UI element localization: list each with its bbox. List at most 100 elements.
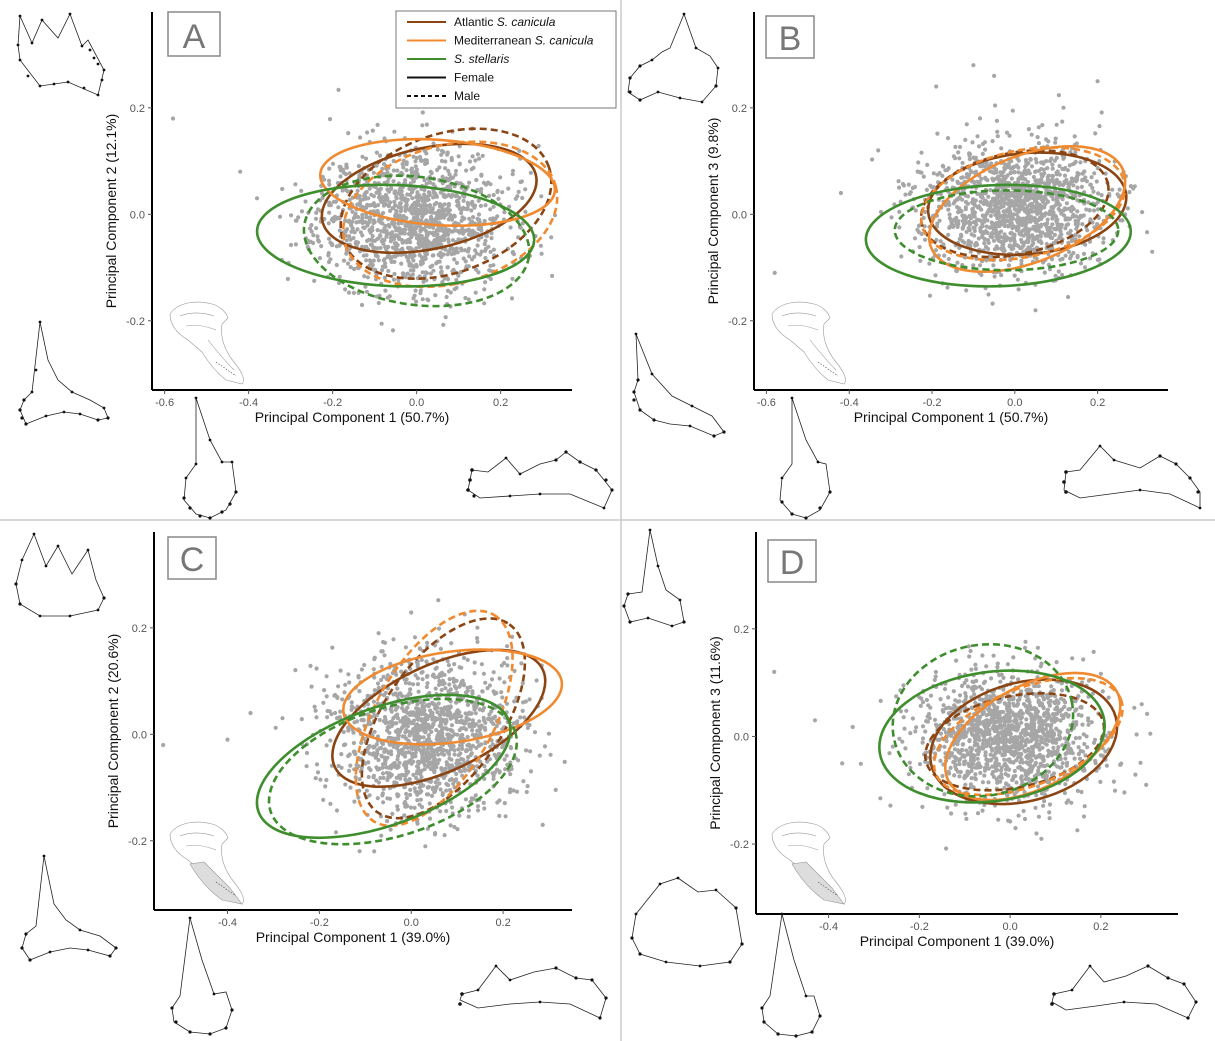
scatter-point [467,254,472,259]
scatter-point [1036,141,1041,146]
scatter-point [441,238,446,243]
scatter-point [375,701,380,706]
scatter-point [538,243,544,248]
scatter-point [953,764,958,769]
scatter-point [395,686,400,691]
scatter-point [442,194,448,200]
scatter-point [980,653,985,658]
scatter-point [1054,740,1059,746]
scatter-point [398,215,403,220]
scatter-point [492,770,497,775]
scatter-point [460,226,465,231]
scatter-point [946,207,951,212]
scatter-point [972,170,978,175]
scatter-point [288,242,294,248]
scatter-point [280,186,285,192]
scatter-point [457,195,462,200]
scatter-point [1132,705,1137,710]
scatter-point [385,179,390,184]
scatter-point [418,790,423,795]
scatter-point [870,157,875,162]
scatter-point [405,710,410,715]
ellipse-atlantic-male [339,127,553,280]
scatter-point [1019,262,1024,267]
scatter-point [449,229,454,234]
scatter-point [924,697,930,703]
scatter-point [497,798,502,803]
scatter-point [997,177,1002,182]
scatter-point [1066,185,1071,190]
scatter-point [510,276,515,281]
scatter-point [383,720,388,726]
scatter-point [988,234,993,239]
scatter-point [473,711,478,716]
scatter-point [344,165,349,170]
scatter-point [1042,213,1047,218]
ellipse-stellaris-male [267,697,519,846]
scatter-point [372,675,377,680]
scatter-point [348,220,353,225]
scatter-point [1012,239,1017,244]
scatter-point [899,254,904,259]
scatter-point [404,804,409,809]
scatter-point [392,271,397,277]
y-tick-label: -0.2 [728,316,747,328]
scatter-point [480,153,485,158]
scatter-point [358,198,363,203]
scatter-point [406,738,411,744]
scatter-point [418,291,423,296]
scatter-point [447,752,452,757]
scatter-point [524,789,529,795]
scatter-point [420,110,425,115]
scatter-point [1000,204,1005,209]
scatter-point [1078,213,1083,218]
scatter-point [345,227,350,232]
scatter-point [389,719,394,724]
scatter-point [1018,246,1023,251]
scatter-point [878,698,883,704]
scatter-point [405,745,410,751]
scatter-point [482,242,487,247]
scatter-point [341,258,347,263]
scatter-point [1019,689,1024,694]
scatter-point [367,766,372,771]
scatter-point [1049,205,1054,210]
scatter-point [372,729,377,734]
scatter-point [404,771,409,776]
scatter-point [965,684,971,689]
scatter-point [1093,131,1098,136]
scatter-point [442,712,447,717]
scatter-point [408,787,413,793]
scatter-point [426,733,431,738]
scatter-point [516,189,521,194]
scatter-point [429,760,434,765]
scatter-point [434,765,439,770]
scatter-point [1048,229,1053,234]
scatter-point [959,175,964,180]
scatter-point [398,192,403,197]
scatter-point [452,662,457,667]
scatter-point [998,679,1003,684]
scatter-point [1022,790,1027,795]
scatter-point [1045,166,1050,171]
scatter-point [1002,223,1007,229]
scatter-point [967,654,972,659]
x-tick-label: -0.2 [323,397,342,409]
scatter-points [161,598,567,854]
panel-letter: B [779,20,802,58]
scatter-point [1103,749,1108,754]
scatter-point [1066,217,1071,222]
scatter-point [1042,799,1047,804]
scatter-point [1038,215,1043,220]
scatter-point [506,186,511,191]
scatter-point [374,163,379,168]
scatter-point [1042,181,1047,186]
scatter-point [452,778,457,784]
scatter-point [977,205,982,210]
scatter-point [415,682,420,687]
scatter-point [391,168,396,173]
scatter-point [435,734,440,740]
scatter-point [412,253,417,258]
scatter-point [402,761,407,766]
scatter-point [334,262,339,268]
